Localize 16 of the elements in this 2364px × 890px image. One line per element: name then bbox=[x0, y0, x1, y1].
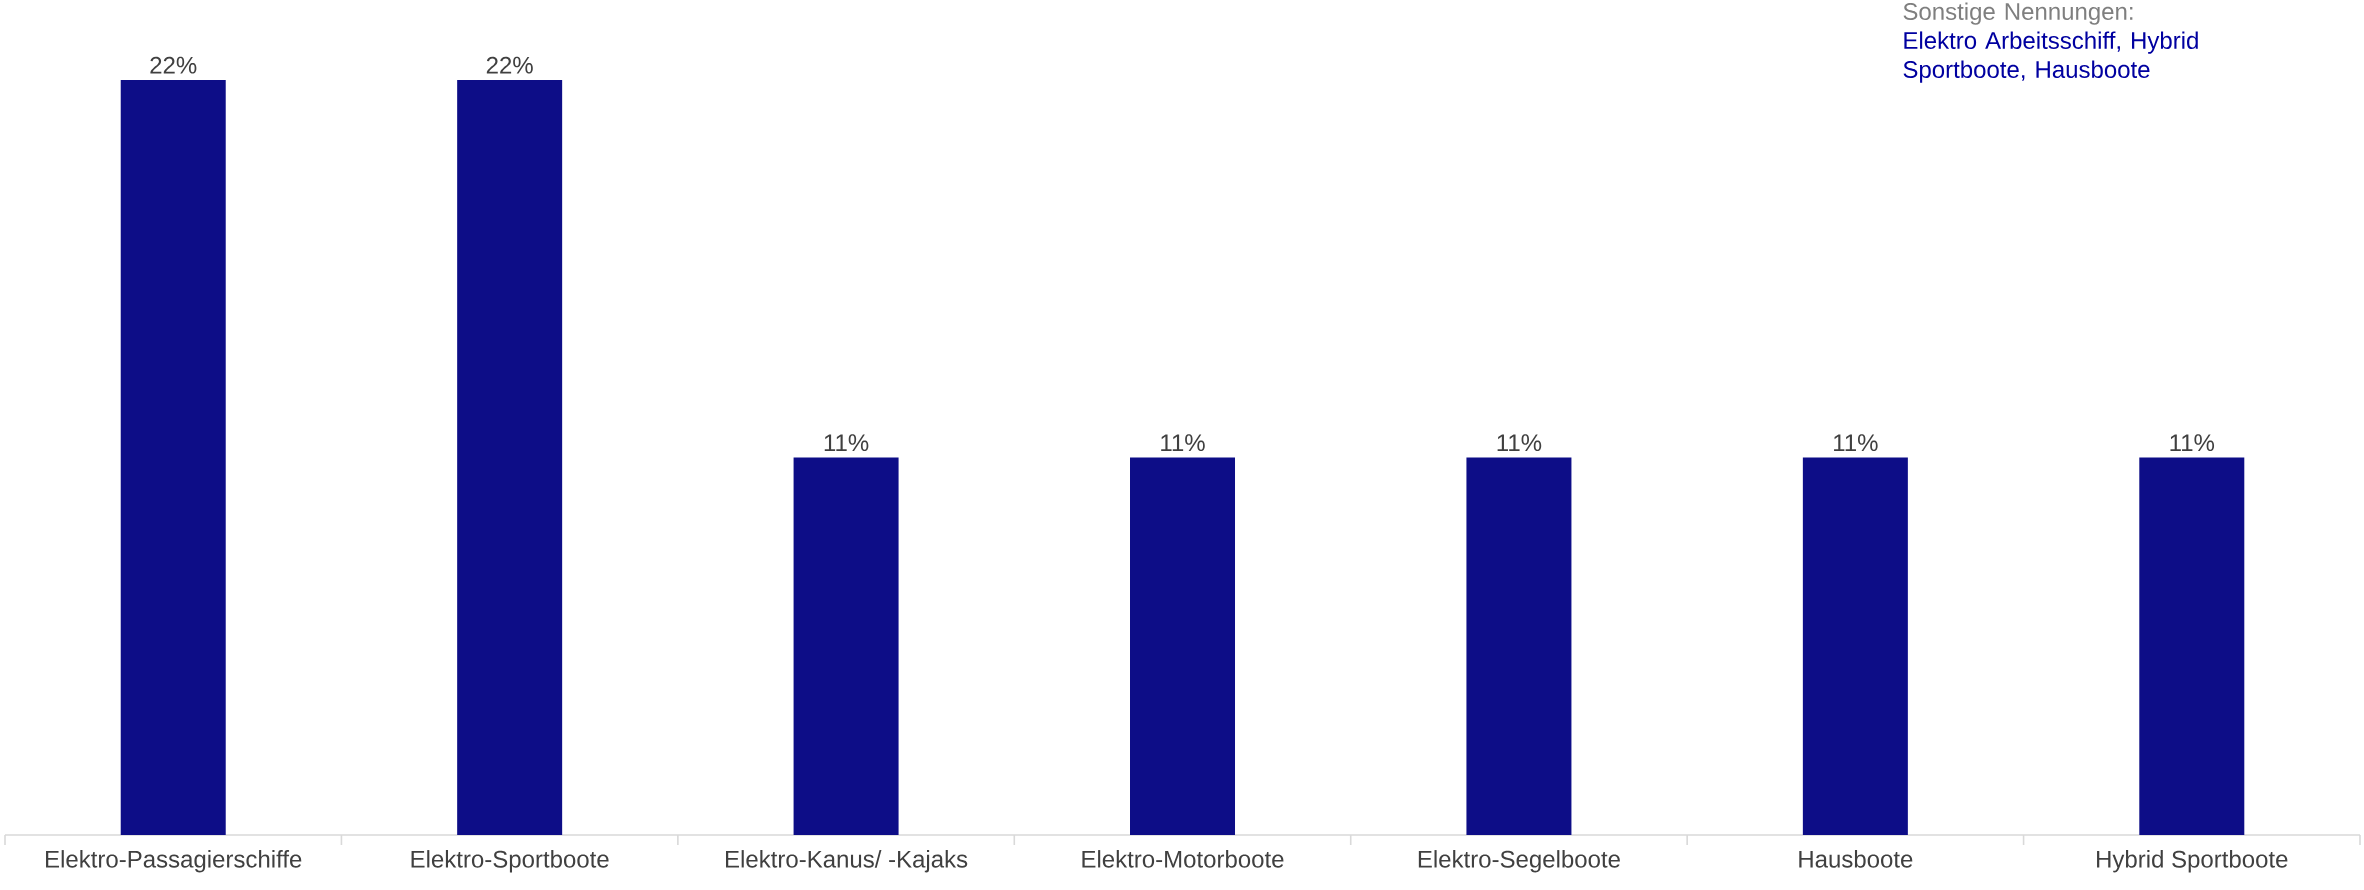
x-tick-label: Elektro-Passagierschiffe bbox=[46, 850, 302, 873]
x-tick-label: Elektro-Sportboote bbox=[411, 850, 609, 873]
text: Sonstige Nennungen: bbox=[1903, 2, 2133, 25]
x-tick-label: Hybrid Sportboote bbox=[2097, 850, 2288, 873]
annotation: Elektro Arbeitsschiff, Hybrid Sportboote, Hausboote bbox=[1903, 31, 2198, 83]
x-tick-label: Hausboote bbox=[1799, 850, 1913, 868]
data-label: 22% bbox=[486, 56, 533, 74]
data-label: 22% bbox=[150, 56, 197, 74]
x-tick-label: Elektro-Kanus/ -Kajaks bbox=[726, 850, 968, 873]
data-label: 11% bbox=[1497, 434, 1542, 452]
x-tick-label: Elektro-Segelboote bbox=[1418, 850, 1620, 873]
data-label: 11% bbox=[1161, 434, 1205, 452]
x-tick-label: Elektro-Motorboote bbox=[1082, 850, 1284, 868]
data-label: 11% bbox=[1834, 434, 1878, 452]
data-label: 11% bbox=[824, 434, 869, 452]
data-label: 11% bbox=[2170, 434, 2215, 452]
